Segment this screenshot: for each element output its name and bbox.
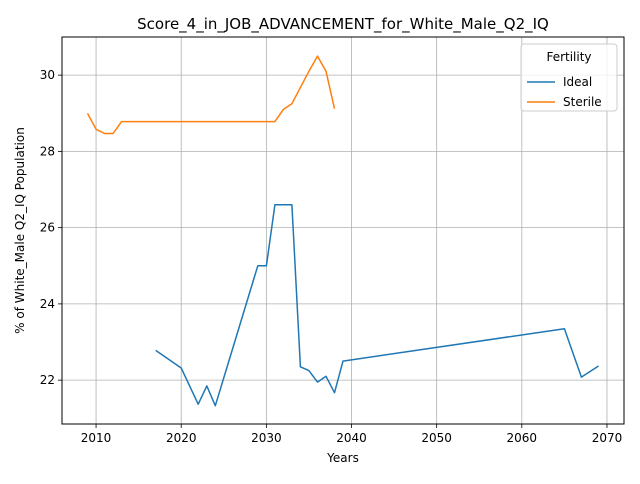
series-line-sterile [86,55,336,135]
chart-title: Score_4_in_JOB_ADVANCEMENT_for_White_Mal… [137,15,549,34]
legend-box [520,43,618,112]
x-tick-label: 2040 [336,431,367,445]
y-tick-label: 26 [40,221,55,235]
legend-title: Fertility [546,50,591,64]
plot-frame [61,36,625,425]
x-tick-label: 2030 [251,431,282,445]
legend: Fertility Ideal Sterile [520,43,618,112]
x-axis: 2010 2020 2030 2040 2050 2060 2070 [81,424,622,445]
y-axis: 22 24 26 28 30 [40,68,62,387]
series-lines [86,55,599,407]
series-line-ideal [155,204,599,407]
y-axis-label: % of White_Male Q2_IQ Population [13,127,27,334]
x-tick-label: 2060 [507,431,538,445]
x-axis-label: Years [326,451,359,465]
y-tick-label: 30 [40,68,55,82]
y-tick-label: 22 [40,373,55,387]
y-tick-label: 24 [40,297,55,311]
x-tick-label: 2010 [81,431,112,445]
y-tick-label: 28 [40,144,55,158]
x-tick-label: 2020 [166,431,197,445]
x-tick-label: 2070 [592,431,623,445]
x-tick-label: 2050 [421,431,452,445]
legend-entries: Ideal Sterile [527,75,602,109]
grid [62,37,624,424]
legend-label-sterile: Sterile [563,95,602,109]
legend-label-ideal: Ideal [563,75,592,89]
